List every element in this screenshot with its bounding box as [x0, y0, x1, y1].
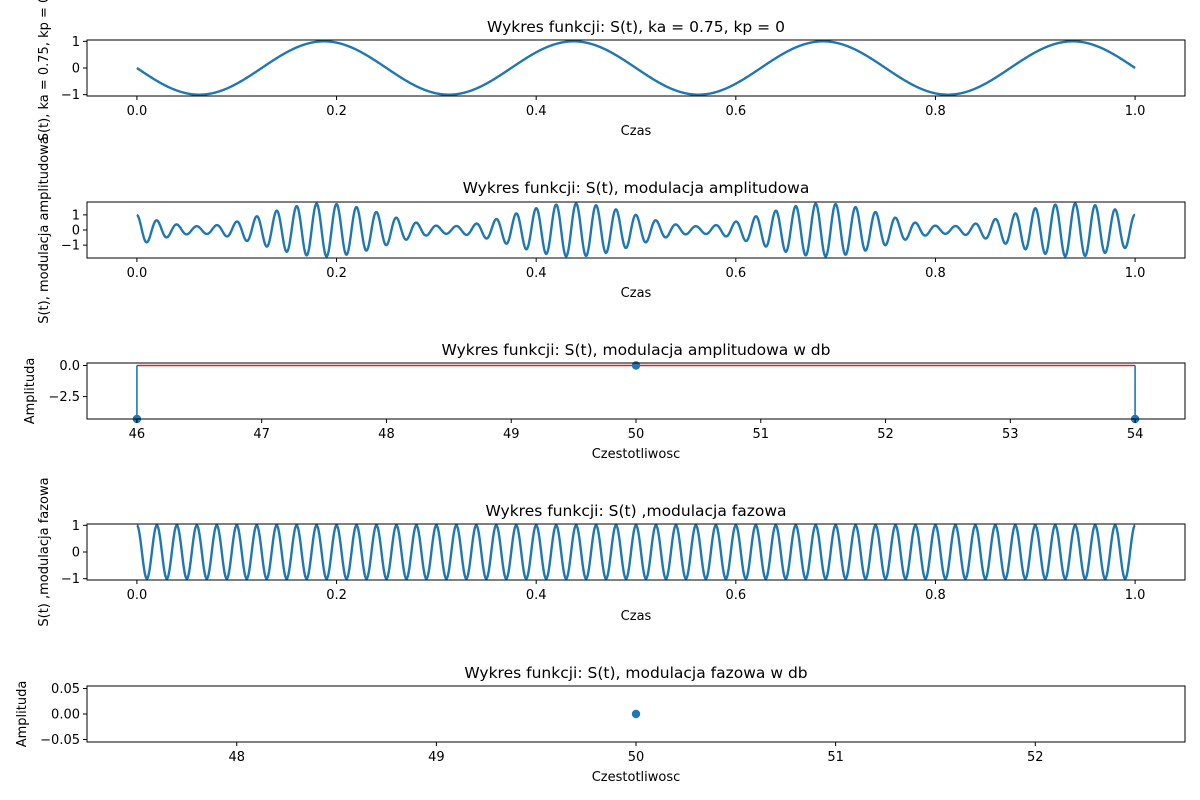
- subplot-2: 0.0 0.2 0.4 0.6 0.8 1.0 10−1 Wykres funkcji: S(…: [37, 136, 1186, 324]
- series-line: [136, 40, 1136, 96]
- subplot-5: 48 49 50 51 52 0.05 0.00 −0.05 Wykres funkcji: S…: [15, 664, 1186, 785]
- x-tick-label: 0.6: [725, 588, 746, 603]
- chart-title: Wykres funkcji: S(t), modulacja amplitud…: [463, 179, 810, 197]
- chart-title: Wykres funkcji: S(t), ka = 0.75, kp = 0: [487, 18, 785, 36]
- x-tick-label: 54: [1127, 427, 1144, 442]
- y-axis-label: S(t), modulacja amplitudowa: [37, 136, 52, 324]
- y-tick-label: 1: [72, 35, 80, 50]
- x-tick-label: 49: [428, 750, 445, 765]
- x-tick-label: 0.0: [127, 588, 148, 603]
- x-tick-label: 52: [1027, 750, 1044, 765]
- x-tick-label: 0.0: [127, 104, 148, 119]
- y-tick-label: 0: [72, 546, 80, 561]
- x-tick-label: 0.8: [925, 104, 946, 119]
- x-tick-label: 53: [1002, 427, 1019, 442]
- plot-area: [136, 40, 1136, 96]
- x-tick-label: 0.2: [326, 104, 347, 119]
- x-tick-label: 50: [628, 427, 645, 442]
- subplot-3: 46 47 48 49 50 51 52 53 54 0.0 −2.5 Wykres funkcji:…: [23, 341, 1186, 462]
- x-tick-label: 0.2: [326, 588, 347, 603]
- series-line: [136, 202, 1136, 258]
- chart-title: Wykres funkcji: S(t), modulacja fazowa w…: [464, 664, 807, 682]
- x-tick-label: 1.0: [1125, 588, 1146, 603]
- x-tick-label: 1.0: [1125, 104, 1146, 119]
- subplot-1: 0.0 0.2 0.4 0.6 0.8 1.0 1 0 −1 Wykres funkcji: S(…: [37, 0, 1186, 141]
- y-tick-label: 0.0: [59, 359, 80, 374]
- x-tick-label: 0.6: [725, 266, 746, 281]
- series-line: [136, 524, 1136, 580]
- x-tick-label: 51: [827, 750, 844, 765]
- y-tick-label: 0: [72, 62, 80, 77]
- x-tick-label: 48: [378, 427, 395, 442]
- x-tick-label: 0.4: [526, 588, 547, 603]
- y-tick-label: 0: [72, 224, 80, 239]
- x-tick-label: 51: [752, 427, 769, 442]
- y-tick-label: 1: [72, 519, 80, 534]
- x-axis-label: Czas: [621, 609, 652, 624]
- x-tick-label: 46: [129, 427, 146, 442]
- x-tick-label: 0.0: [127, 266, 148, 281]
- chart-title: Wykres funkcji: S(t) ,modulacja fazowa: [485, 502, 786, 520]
- x-tick-label: 0.4: [526, 104, 547, 119]
- x-tick-label: 1.0: [1125, 266, 1146, 281]
- x-tick-label: 50: [628, 750, 645, 765]
- y-axis-label: S(t) ,modulacja fazowa: [37, 477, 52, 626]
- y-tick-label: 1: [72, 208, 80, 223]
- y-tick-label: −1: [61, 239, 80, 254]
- x-tick-label: 49: [503, 427, 520, 442]
- y-axis-label: Amplituda: [15, 681, 30, 748]
- x-tick-label: 0.4: [526, 266, 547, 281]
- x-tick-label: 0.2: [326, 266, 347, 281]
- x-tick-label: 0.8: [925, 588, 946, 603]
- y-tick-label: 0.00: [51, 708, 80, 723]
- y-tick-label: −0.05: [40, 733, 80, 748]
- subplot-4: 0.0 0.2 0.4 0.6 0.8 1.0 1 0 −1 Wykres funkcji: S(…: [37, 477, 1186, 627]
- x-axis-label: Czas: [621, 286, 652, 301]
- x-tick-label: 0.8: [925, 266, 946, 281]
- x-axis-label: Czas: [621, 124, 652, 139]
- x-axis-label: Czestotliwosc: [592, 770, 681, 785]
- x-tick-label: 0.6: [725, 104, 746, 119]
- y-tick-label: 0.05: [51, 682, 80, 697]
- plot-area: [136, 202, 1136, 258]
- plot-area: [136, 524, 1136, 580]
- y-tick-label: −2.5: [48, 390, 80, 405]
- y-axis-label: Amplituda: [23, 358, 38, 425]
- x-tick-label: 52: [877, 427, 894, 442]
- y-tick-label: −1: [61, 572, 80, 587]
- x-axis-label: Czestotliwosc: [592, 447, 681, 462]
- chart-title: Wykres funkcji: S(t), modulacja amplitud…: [442, 341, 831, 359]
- x-tick-label: 47: [253, 427, 270, 442]
- axes-frame: [86, 362, 1186, 420]
- x-tick-label: 48: [228, 750, 245, 765]
- y-axis-label: S(t), ka = 0.75, kp = 0: [37, 0, 52, 141]
- stem-marker: [631, 709, 641, 719]
- y-tick-label: −1: [61, 88, 80, 103]
